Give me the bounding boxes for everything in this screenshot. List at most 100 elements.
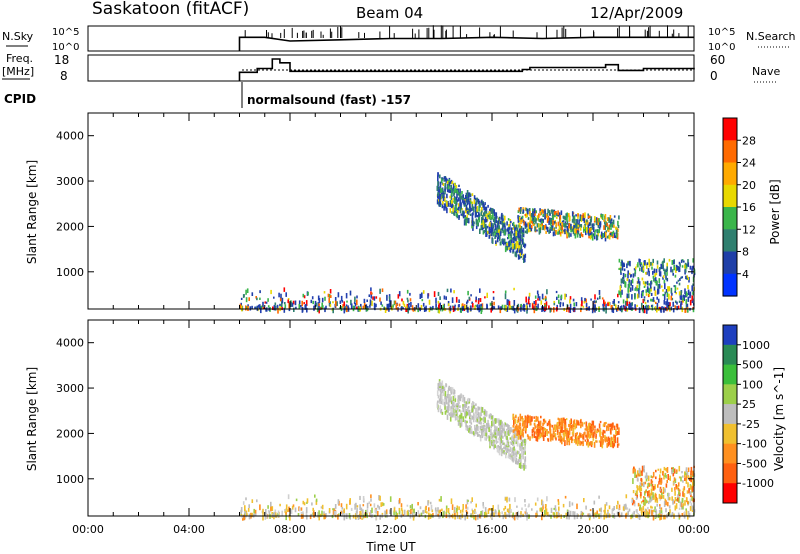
echo-cell xyxy=(682,488,685,493)
echo-cell xyxy=(540,507,543,512)
echo-cell xyxy=(609,215,612,220)
echo-cell xyxy=(530,213,533,218)
echo-cell xyxy=(629,287,632,292)
echo-cell xyxy=(608,505,611,510)
echo-cell xyxy=(659,506,661,510)
echo-cell xyxy=(561,229,564,234)
echo-cell xyxy=(501,423,503,428)
echo-cell xyxy=(520,255,522,259)
echo-cell xyxy=(539,507,541,512)
echo-cell xyxy=(553,512,556,517)
echo-cell xyxy=(518,222,520,225)
echo-cell xyxy=(500,228,502,234)
echo-cell xyxy=(509,248,512,253)
echo-cell xyxy=(517,510,520,517)
echo-cell xyxy=(607,302,609,307)
echo-cell xyxy=(242,501,245,505)
echo-cell xyxy=(654,273,656,277)
echo-cell xyxy=(285,504,288,510)
echo-cell xyxy=(439,193,442,198)
echo-cell xyxy=(686,275,688,279)
echo-cell xyxy=(590,426,592,433)
echo-cell xyxy=(587,433,589,438)
echo-cell xyxy=(673,500,676,504)
echo-cell xyxy=(567,232,569,237)
echo-cell xyxy=(589,513,592,517)
echo-cell xyxy=(665,268,668,272)
echo-cell xyxy=(444,196,446,202)
echo-cell xyxy=(451,387,454,393)
echo-cell xyxy=(632,468,635,474)
echo-cell xyxy=(531,216,534,222)
echo-cell xyxy=(398,291,401,297)
echo-cell xyxy=(534,295,537,299)
echo-cell xyxy=(394,300,397,305)
echo-cell xyxy=(446,193,448,199)
echo-cell xyxy=(584,212,586,218)
echo-cell xyxy=(671,496,673,501)
echo-cell xyxy=(524,243,526,247)
echo-cell xyxy=(286,509,289,513)
echo-cell xyxy=(398,507,401,512)
echo-cell xyxy=(445,505,448,511)
echo-cell xyxy=(684,268,687,273)
echo-cell xyxy=(377,511,379,516)
echo-cell xyxy=(451,412,453,418)
echo-cell xyxy=(528,417,530,424)
echo-cell xyxy=(644,475,647,479)
echo-cell xyxy=(469,201,471,207)
echo-cell xyxy=(287,299,289,304)
echo-cell xyxy=(517,442,519,447)
echo-cell xyxy=(479,288,481,293)
echo-cell xyxy=(508,234,510,239)
echo-cell xyxy=(591,432,594,438)
echo-cell xyxy=(677,485,679,489)
echo-cell xyxy=(604,504,606,510)
nave-tick-bottom: 0 xyxy=(710,69,718,83)
echo-cell xyxy=(590,298,592,301)
echo-cell xyxy=(638,467,641,474)
echo-cell xyxy=(634,472,636,478)
echo-cell xyxy=(559,214,562,220)
echo-cell xyxy=(303,502,306,506)
echo-cell xyxy=(617,228,619,233)
echo-cell xyxy=(398,498,401,504)
echo-cell xyxy=(571,228,574,232)
echo-cell xyxy=(629,302,632,308)
echo-cell xyxy=(572,511,574,516)
echo-cell xyxy=(264,301,267,304)
echo-cell xyxy=(690,494,692,498)
echo-cell xyxy=(563,431,565,438)
echo-cell xyxy=(451,203,453,208)
echo-cell xyxy=(657,289,660,294)
echo-cell xyxy=(422,509,425,514)
echo-cell xyxy=(626,301,628,306)
echo-cell xyxy=(673,264,675,271)
echo-cell xyxy=(656,302,659,309)
echo-cell xyxy=(663,466,666,471)
echo-cell xyxy=(616,232,618,238)
echo-cell xyxy=(472,431,475,435)
echo-cell xyxy=(465,204,468,211)
echo-cell xyxy=(459,197,462,203)
echo-cell xyxy=(248,297,250,301)
echo-cell xyxy=(278,292,280,298)
echo-cell xyxy=(513,515,516,521)
echo-cell xyxy=(460,421,463,427)
echo-cell xyxy=(529,220,531,223)
echo-cell xyxy=(444,178,447,182)
echo-cell xyxy=(443,401,446,407)
echo-cell xyxy=(400,503,403,508)
echo-cell xyxy=(288,506,290,512)
echo-cell xyxy=(400,507,403,511)
echo-cell xyxy=(471,405,473,409)
echo-cell xyxy=(455,404,457,409)
echo-cell xyxy=(435,510,437,516)
echo-cell xyxy=(557,221,560,227)
echo-cell xyxy=(650,475,653,478)
nsearch-tick-top: 10^5 xyxy=(708,27,735,38)
echo-cell xyxy=(337,499,340,505)
echo-cell xyxy=(550,507,553,513)
echo-cell xyxy=(370,498,372,502)
